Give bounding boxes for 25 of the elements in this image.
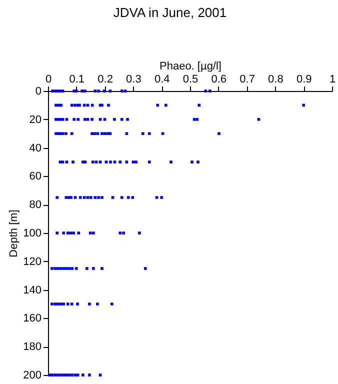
y-tick-label: 140 bbox=[23, 284, 42, 296]
y-tick-label: 120 bbox=[23, 256, 42, 268]
x-tick-label: 0.8 bbox=[268, 74, 284, 86]
x-tick-label: 0.3 bbox=[126, 74, 142, 86]
y-tick-label: 160 bbox=[23, 312, 42, 325]
x-tick-label: 0.5 bbox=[182, 74, 198, 86]
x-tick-label: 0.6 bbox=[211, 74, 227, 86]
y-tick-label: 200 bbox=[23, 370, 42, 382]
x-axis-title: Phaeo. [µg/l] bbox=[160, 60, 222, 72]
y-tick-label: 180 bbox=[23, 341, 42, 354]
x-tick-label: 0.4 bbox=[154, 74, 170, 86]
y-tick-label: 100 bbox=[23, 228, 42, 240]
x-tick-label: 1 bbox=[329, 74, 336, 86]
chart-title: JDVA in June, 2001 bbox=[113, 5, 227, 20]
x-tick-label: 0.2 bbox=[98, 74, 113, 86]
y-axis-title: Depth [m] bbox=[8, 210, 20, 258]
y-tick-label: 80 bbox=[29, 199, 42, 212]
y-tick-label: 40 bbox=[29, 142, 42, 154]
x-tick-label: 0.9 bbox=[296, 74, 312, 86]
y-tick-label: 0 bbox=[35, 86, 42, 98]
x-tick-label: 0.1 bbox=[69, 74, 85, 86]
x-tick-label: 0.7 bbox=[240, 74, 255, 86]
y-tick-label: 60 bbox=[29, 170, 42, 183]
x-tick-label: 0 bbox=[45, 74, 52, 86]
y-tick-label: 20 bbox=[29, 114, 42, 126]
